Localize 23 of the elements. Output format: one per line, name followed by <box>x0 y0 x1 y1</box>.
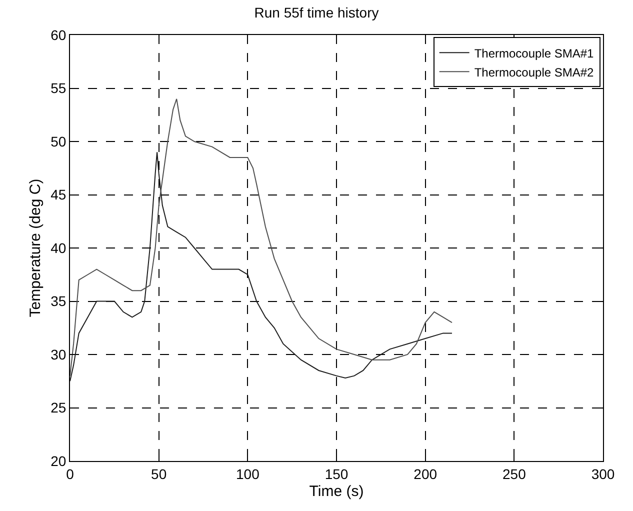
legend-label: Thermocouple SMA#1 <box>474 46 594 60</box>
x-tick-label: 0 <box>66 466 74 482</box>
y-axis-title: Temperature (deg C) <box>26 178 44 318</box>
line-series <box>70 98 452 376</box>
x-axis-title: Time (s) <box>309 482 364 500</box>
x-tick-label: 250 <box>502 466 526 482</box>
y-tick-label: 50 <box>50 133 66 150</box>
x-tick-label: 50 <box>151 466 167 482</box>
x-tick-label: 200 <box>414 466 438 482</box>
x-tick-label: 150 <box>324 466 348 482</box>
y-tick-label: 25 <box>50 400 66 416</box>
y-tick-label: 40 <box>50 240 66 256</box>
y-tick-label: 20 <box>50 452 66 469</box>
legend-label: Thermocouple SMA#2 <box>474 65 594 80</box>
y-tick-label: 35 <box>50 293 66 310</box>
y-tick-label: 55 <box>50 80 66 96</box>
chart-title: Run 55f time history <box>254 4 379 20</box>
y-tick-label: 60 <box>50 26 66 43</box>
line-series <box>70 152 452 382</box>
y-tick-label: 45 <box>50 186 66 203</box>
y-tick-label: 30 <box>50 346 66 362</box>
x-tick-label: 100 <box>236 466 260 482</box>
x-tick-label: 300 <box>591 466 615 482</box>
